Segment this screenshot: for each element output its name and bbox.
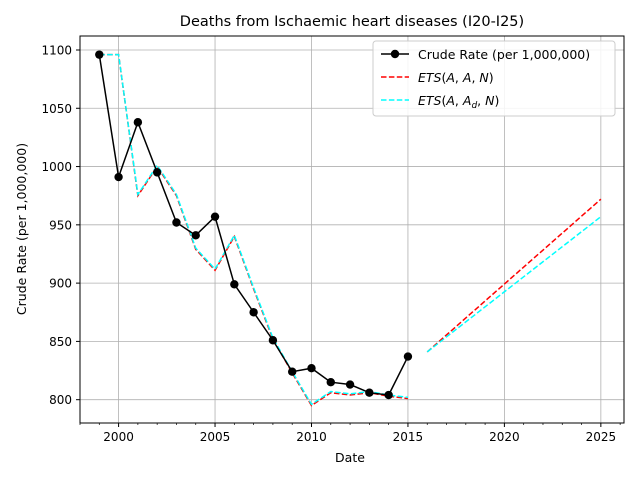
legend-label-ets-a-ad-n: ETS(A, Ad, N) <box>418 93 499 111</box>
crude-rate-point <box>95 50 104 59</box>
crude-rate-point <box>114 172 123 182</box>
crude-rate-point <box>249 308 258 317</box>
x-tick-label: 2015 <box>393 430 424 444</box>
legend-label-crude-rate: Crude Rate (per 1,000,000) <box>418 47 590 62</box>
ets-a-ad-n-line <box>99 53 409 406</box>
x-tick-label: 2020 <box>489 430 520 444</box>
y-tick-label: 900 <box>49 277 72 291</box>
legend-box <box>372 40 616 117</box>
x-tick-label: 2000 <box>103 430 134 444</box>
x-tick-label: 2025 <box>586 430 617 444</box>
legend: Crude Rate (per 1,000,000) ETS(A, A, N) … <box>372 40 616 117</box>
ets-a-a-n-line <box>426 198 602 353</box>
crude-rate-point <box>345 380 355 389</box>
crude-rate-point <box>326 378 335 387</box>
crude-rate-point <box>365 388 374 397</box>
crude-rate-point <box>191 231 200 240</box>
legend-label-ets-a-a-n: ETS(A, A, N) <box>418 70 494 85</box>
crude-rate-point <box>230 280 239 289</box>
y-axis-label: Crude Rate (per 1,000,000) <box>14 143 29 315</box>
plot-frame <box>79 35 625 424</box>
y-tick-label: 1000 <box>41 160 72 174</box>
crude-rate-point <box>133 118 143 127</box>
x-tick-label: 2005 <box>200 430 231 444</box>
crude-rate-point <box>172 218 181 227</box>
series-layer <box>95 50 602 407</box>
crude-rate-point <box>152 168 162 177</box>
crude-rate-point <box>210 212 220 221</box>
crude-rate-point <box>307 364 316 373</box>
y-tick-label: 1100 <box>41 43 72 57</box>
crude-rate-point <box>403 352 413 361</box>
x-axis-label: Date <box>335 450 365 465</box>
legend-marker-crude-rate <box>390 49 400 59</box>
y-axis: 800 850 900 950 1000 1050 1100 <box>41 43 80 407</box>
crude-rate-point <box>384 390 393 400</box>
crude-rate-point <box>268 336 278 345</box>
x-tick-label: 2010 <box>296 430 327 444</box>
y-tick-label: 850 <box>49 335 72 349</box>
ets-a-ad-n-line <box>426 216 602 353</box>
y-tick-label: 800 <box>49 393 72 407</box>
chart-title: Deaths from Ischaemic heart diseases (I2… <box>180 14 524 30</box>
y-tick-label: 1050 <box>41 102 72 116</box>
x-axis: 2000 2005 2010 2015 2020 2025 <box>79 423 621 444</box>
crude-rate-point <box>287 367 297 376</box>
y-tick-label: 950 <box>49 218 72 232</box>
